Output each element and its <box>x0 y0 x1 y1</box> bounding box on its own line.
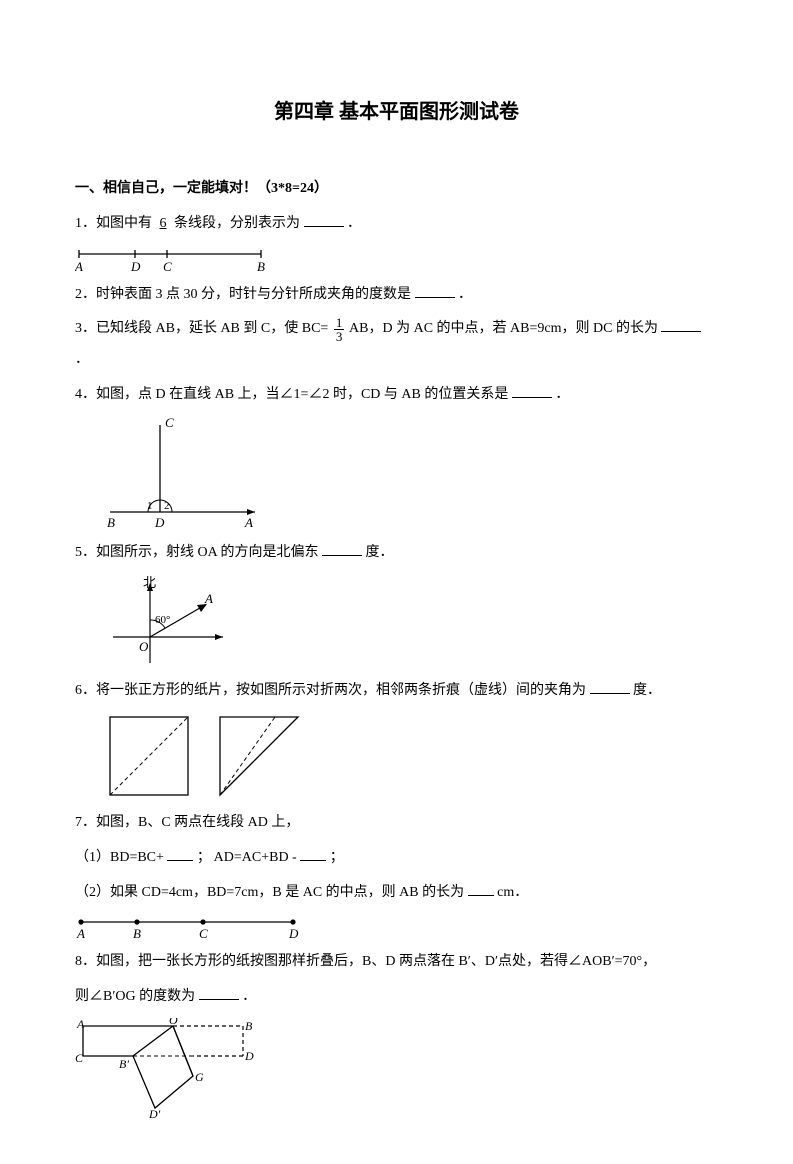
question-7: 7．如图，B、C 两点在线段 AD 上， <box>75 808 718 839</box>
q3-blank <box>661 317 701 332</box>
question-8b: 则∠B′OG 的度数为 ． <box>75 982 718 1013</box>
figure-1: A D C B <box>75 246 718 274</box>
fig7-D: D <box>288 926 299 941</box>
fig1-A: A <box>75 259 83 274</box>
fig8-G: G <box>195 1070 204 1084</box>
q6-text-b: 度． <box>633 683 661 698</box>
q1-mid: 条线段，分别表示为 <box>174 216 300 231</box>
fig5-O: O <box>139 639 149 654</box>
fig8-Dp: D′ <box>148 1107 161 1118</box>
q3-frac-num: 1 <box>334 316 345 330</box>
q6-blank <box>590 679 630 694</box>
page-title: 第四章 基本平面图形测试卷 <box>75 90 718 134</box>
fig7-C: C <box>199 926 208 941</box>
fig4-svg: C B D A 1 2 <box>105 417 265 532</box>
fig1-B: B <box>257 259 265 274</box>
fig4-C: C <box>165 417 174 430</box>
q7-2b: cm． <box>497 885 528 900</box>
q2-blank <box>415 283 455 298</box>
fig6-svg <box>105 712 335 802</box>
question-1: 1．如图中有 6 条线段，分别表示为 ． <box>75 209 718 240</box>
q7-head: 7．如图，B、C 两点在线段 AD 上， <box>75 815 299 830</box>
q5-blank <box>322 541 362 556</box>
fig7-B: B <box>133 926 141 941</box>
figure-5: 北 A O 60° <box>105 575 718 670</box>
q7-1b: ； AD=AC+BD - <box>197 850 297 865</box>
fig1-D: D <box>130 259 141 274</box>
q8-b-b: ． <box>242 989 256 1004</box>
figure-8: A O B C D B′ G D′ <box>75 1018 718 1118</box>
q7-1a: （1）BD=BC+ <box>75 850 164 865</box>
q7-1-blank1 <box>167 846 193 861</box>
question-4: 4．如图，点 D 在直线 AB 上，当∠1=∠2 时，CD 与 AB 的位置关系… <box>75 380 718 411</box>
fig8-Bp: B′ <box>119 1057 129 1071</box>
q4-text-a: 4．如图，点 D 在直线 AB 上，当∠1=∠2 时，CD 与 AB 的位置关系… <box>75 387 508 402</box>
fig4-D: D <box>154 515 165 530</box>
fig4-B: B <box>107 515 115 530</box>
q7-1c: ； <box>330 850 344 865</box>
figure-7: A B C D <box>75 915 718 941</box>
q7-1-blank2 <box>300 846 326 861</box>
question-7-1: （1）BD=BC+ ； AD=AC+BD - ； <box>75 843 718 874</box>
fig8-C: C <box>75 1051 84 1065</box>
fig5-A: A <box>204 591 213 606</box>
q5-text-a: 5．如图所示，射线 OA 的方向是北偏东 <box>75 545 318 560</box>
q2-text-b: ． <box>458 287 472 302</box>
q1-blank <box>304 212 344 227</box>
fig5-angle: 60° <box>155 614 170 626</box>
q1-answer: 6 <box>156 216 171 231</box>
fig4-2: 2 <box>164 500 170 512</box>
q8-blank <box>199 985 239 1000</box>
q7-2a: （2）如果 CD=4cm，BD=7cm，B 是 AC 的中点，则 AB 的长为 <box>75 885 464 900</box>
fig4-A: A <box>244 515 253 530</box>
q3-frac-den: 3 <box>334 330 345 343</box>
q8-b-a: 则∠B′OG 的度数为 <box>75 989 195 1004</box>
fig8-O: O <box>169 1018 178 1027</box>
section1-heading: 一、相信自己，一定能填对！（3*8=24） <box>75 174 718 205</box>
fig1-C: C <box>163 259 172 274</box>
q1-post: ． <box>347 216 361 231</box>
fig8-B: B <box>245 1019 253 1033</box>
question-2: 2．时钟表面 3 点 30 分，时针与分针所成夹角的度数是 ． <box>75 280 718 311</box>
q7-2-blank <box>468 881 494 896</box>
exam-page: 第四章 基本平面图形测试卷 一、相信自己，一定能填对！（3*8=24） 1．如图… <box>0 0 793 1164</box>
fig5-north: 北 <box>143 575 156 590</box>
question-6: 6．将一张正方形的纸片，按如图所示对折两次，相邻两条折痕（虚线）间的夹角为 度． <box>75 676 718 707</box>
fig5-svg: 北 A O 60° <box>105 575 235 670</box>
q3-b: AB，D 为 AC 的中点，若 AB=9cm，则 DC 的长为 <box>349 321 658 336</box>
question-7-2: （2）如果 CD=4cm，BD=7cm，B 是 AC 的中点，则 AB 的长为 … <box>75 878 718 909</box>
fig7-svg: A B C D <box>75 915 305 941</box>
q4-text-b: ． <box>555 387 569 402</box>
question-3: 3．已知线段 AB，延长 AB 到 C，使 BC= 1 3 AB，D 为 AC … <box>75 314 718 376</box>
q3-a: 3．已知线段 AB，延长 AB 到 C，使 BC= <box>75 321 328 336</box>
fig4-1: 1 <box>147 500 153 512</box>
q3-c: ． <box>75 352 89 367</box>
fig8-A: A <box>76 1018 85 1031</box>
fig8-svg: A O B C D B′ G D′ <box>75 1018 265 1118</box>
q1-pre: 1．如图中有 <box>75 216 152 231</box>
question-8: 8．如图，把一张长方形的纸按图那样折叠后，B、D 两点落在 B′、D′点处，若得… <box>75 947 718 978</box>
fig1-svg: A D C B <box>75 246 265 274</box>
fig8-D: D <box>244 1049 254 1063</box>
fig7-A: A <box>76 926 85 941</box>
q3-fraction: 1 3 <box>334 316 345 343</box>
q5-text-b: 度． <box>365 545 393 560</box>
q6-text-a: 6．将一张正方形的纸片，按如图所示对折两次，相邻两条折痕（虚线）间的夹角为 <box>75 683 586 698</box>
q8-a: 8．如图，把一张长方形的纸按图那样折叠后，B、D 两点落在 B′、D′点处，若得… <box>75 954 656 969</box>
figure-6 <box>105 712 718 802</box>
question-5: 5．如图所示，射线 OA 的方向是北偏东 度． <box>75 538 718 569</box>
q2-text-a: 2．时钟表面 3 点 30 分，时针与分针所成夹角的度数是 <box>75 287 411 302</box>
q4-blank <box>512 383 552 398</box>
figure-4: C B D A 1 2 <box>105 417 718 532</box>
